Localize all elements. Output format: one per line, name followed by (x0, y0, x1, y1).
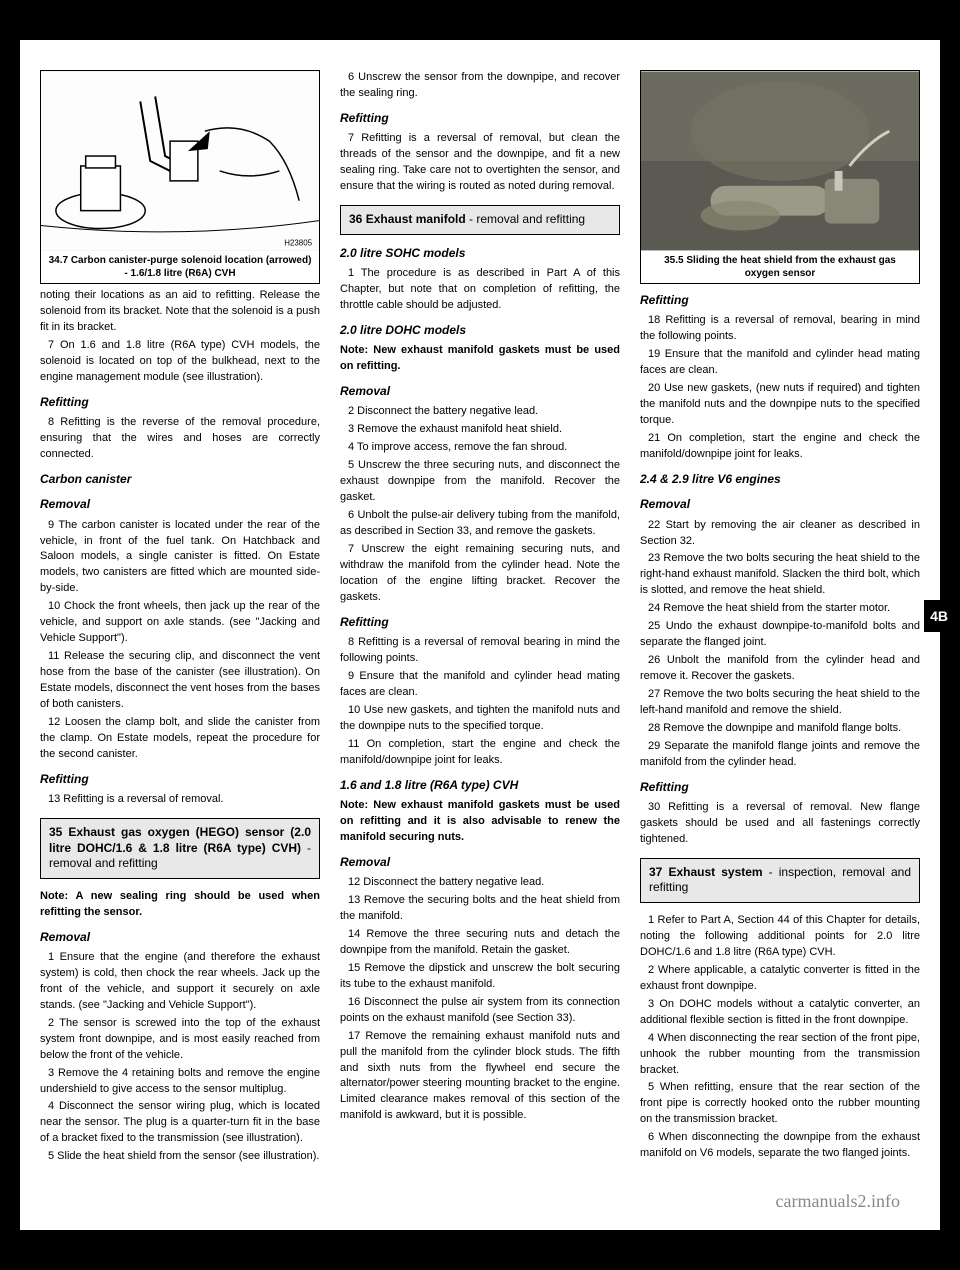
figure-caption: 35.5 Sliding the heat shield from the ex… (641, 251, 919, 283)
subheading: 1.6 and 1.8 litre (R6A type) CVH (340, 777, 620, 794)
figure-image (641, 71, 919, 251)
body-text: 30 Refitting is a reversal of removal. N… (640, 800, 920, 848)
body-text: 18 Refitting is a reversal of removal, b… (640, 313, 920, 345)
section-number: 37 (649, 865, 662, 879)
body-text: 4 Disconnect the sensor wiring plug, whi… (40, 1099, 320, 1147)
body-text: 9 The carbon canister is located under t… (40, 518, 320, 598)
body-text: 8 Refitting is a reversal of removal bea… (340, 635, 620, 667)
body-text: 26 Unbolt the manifold from the cylinder… (640, 653, 920, 685)
body-text: 24 Remove the heat shield from the start… (640, 601, 920, 617)
body-text: 6 Unscrew the sensor from the downpipe, … (340, 70, 620, 102)
body-text: 11 Release the securing clip, and discon… (40, 649, 320, 713)
body-text: 2 Where applicable, a catalytic converte… (640, 963, 920, 995)
body-text: 23 Remove the two bolts securing the hea… (640, 551, 920, 599)
body-text: 10 Chock the front wheels, then jack up … (40, 599, 320, 647)
subheading: Refitting (40, 394, 320, 411)
figure-34-7: H23805 34.7 Carbon canister-purge soleno… (40, 70, 320, 284)
subheading: Refitting (40, 771, 320, 788)
section-heading-35: 35 Exhaust gas oxygen (HEGO) sensor (2.0… (40, 818, 320, 879)
body-text: 7 Unscrew the eight remaining securing n… (340, 542, 620, 606)
section-heading-37: 37 Exhaust system - inspection, removal … (640, 858, 920, 903)
body-text: 6 Unbolt the pulse-air delivery tubing f… (340, 508, 620, 540)
subheading: Removal (640, 496, 920, 513)
body-text: 7 On 1.6 and 1.8 litre (R6A type) CVH mo… (40, 338, 320, 386)
body-text: 6 When disconnecting the downpipe from t… (640, 1130, 920, 1162)
subheading: Removal (40, 929, 320, 946)
body-text: 8 Refitting is the reverse of the remova… (40, 415, 320, 463)
subheading: 2.0 litre DOHC models (340, 322, 620, 339)
subheading: Refitting (640, 292, 920, 309)
body-text: 11 On completion, start the engine and c… (340, 737, 620, 769)
body-text: 14 Remove the three securing nuts and de… (340, 927, 620, 959)
section-title: Exhaust gas oxygen (HEGO) sensor (2.0 li… (49, 825, 311, 855)
body-text: 20 Use new gaskets, (new nuts if require… (640, 381, 920, 429)
body-text: 13 Refitting is a reversal of removal. (40, 792, 320, 808)
section-title: Exhaust manifold (366, 212, 466, 226)
column-2: 6 Unscrew the sensor from the downpipe, … (340, 70, 620, 1167)
subheading: Refitting (640, 779, 920, 796)
body-text: 4 When disconnecting the rear section of… (640, 1031, 920, 1079)
body-text: 12 Disconnect the battery negative lead. (340, 875, 620, 891)
body-text: 7 Refitting is a reversal of removal, bu… (340, 131, 620, 195)
body-text: 21 On completion, start the engine and c… (640, 431, 920, 463)
column-1: H23805 34.7 Carbon canister-purge soleno… (40, 70, 320, 1167)
manual-page: 4B (20, 40, 940, 1230)
subheading: Removal (340, 383, 620, 400)
body-text: 5 Unscrew the three securing nuts, and d… (340, 458, 620, 506)
body-text: 22 Start by removing the air cleaner as … (640, 518, 920, 550)
body-text: Note: New exhaust manifold gaskets must … (340, 343, 620, 375)
body-text: 2 Disconnect the battery negative lead. (340, 404, 620, 420)
body-text: 2 The sensor is screwed into the top of … (40, 1016, 320, 1064)
body-text: Note: New exhaust manifold gaskets must … (340, 798, 620, 846)
body-text: 1 Refer to Part A, Section 44 of this Ch… (640, 913, 920, 961)
body-text: 15 Remove the dipstick and unscrew the b… (340, 961, 620, 993)
subheading: Refitting (340, 614, 620, 631)
section-heading-36: 36 Exhaust manifold - removal and refitt… (340, 205, 620, 235)
body-text: 5 When refitting, ensure that the rear s… (640, 1080, 920, 1128)
body-text: 3 On DOHC models without a catalytic con… (640, 997, 920, 1029)
body-text: 27 Remove the two bolts securing the hea… (640, 687, 920, 719)
section-number: 35 (49, 825, 62, 839)
figure-35-5: 35.5 Sliding the heat shield from the ex… (640, 70, 920, 284)
figure-image: H23805 (41, 71, 319, 251)
subheading: Refitting (340, 110, 620, 127)
svg-text:H23805: H23805 (284, 238, 312, 247)
subheading: Carbon canister (40, 471, 320, 488)
subheading: 2.0 litre SOHC models (340, 245, 620, 262)
subheading: Removal (40, 496, 320, 513)
body-text: 4 To improve access, remove the fan shro… (340, 440, 620, 456)
body-text: 1 The procedure is as described in Part … (340, 266, 620, 314)
body-text: 5 Slide the heat shield from the sensor … (40, 1149, 320, 1165)
body-text: 17 Remove the remaining exhaust manifold… (340, 1029, 620, 1125)
body-text: noting their locations as an aid to refi… (40, 288, 320, 336)
section-number: 36 (349, 212, 362, 226)
body-text: 3 Remove the 4 retaining bolts and remov… (40, 1066, 320, 1098)
figure-caption: 34.7 Carbon canister-purge solenoid loca… (41, 251, 319, 283)
body-text: 19 Ensure that the manifold and cylinder… (640, 347, 920, 379)
body-text: 13 Remove the securing bolts and the hea… (340, 893, 620, 925)
body-text: 29 Separate the manifold flange joints a… (640, 739, 920, 771)
body-text: 25 Undo the exhaust downpipe-to-manifold… (640, 619, 920, 651)
body-text: 16 Disconnect the pulse air system from … (340, 995, 620, 1027)
watermark-text: carmanuals2.info (776, 1191, 900, 1212)
body-text: 9 Ensure that the manifold and cylinder … (340, 669, 620, 701)
body-text: 10 Use new gaskets, and tighten the mani… (340, 703, 620, 735)
content-columns: H23805 34.7 Carbon canister-purge soleno… (40, 70, 920, 1167)
section-subtitle: - removal and refitting (466, 212, 585, 226)
body-text: Note: A new sealing ring should be used … (40, 889, 320, 921)
subheading: Removal (340, 854, 620, 871)
section-title: Exhaust system (668, 865, 762, 879)
chapter-tab: 4B (924, 600, 954, 632)
column-3: 35.5 Sliding the heat shield from the ex… (640, 70, 920, 1167)
subheading: 2.4 & 2.9 litre V6 engines (640, 471, 920, 488)
body-text: 28 Remove the downpipe and manifold flan… (640, 721, 920, 737)
body-text: 3 Remove the exhaust manifold heat shiel… (340, 422, 620, 438)
body-text: 1 Ensure that the engine (and therefore … (40, 950, 320, 1014)
body-text: 12 Loosen the clamp bolt, and slide the … (40, 715, 320, 763)
